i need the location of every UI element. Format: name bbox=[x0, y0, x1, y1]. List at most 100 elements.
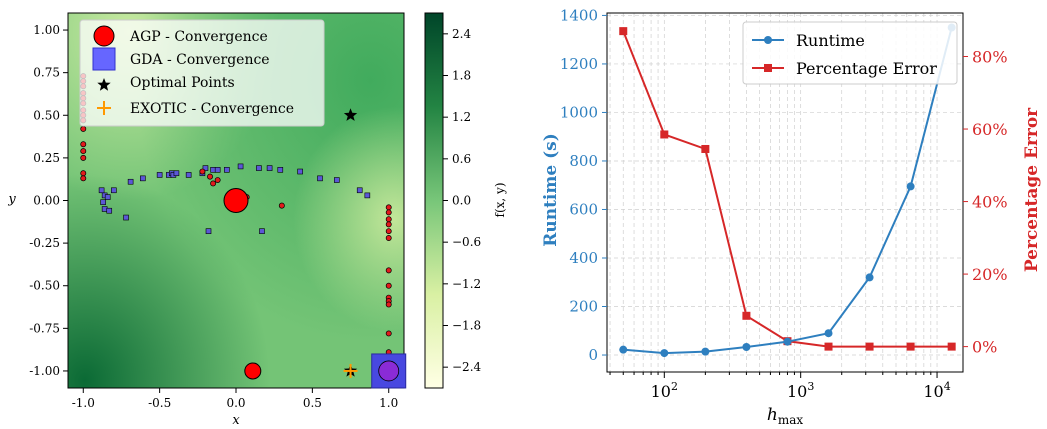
legend-plus-icon bbox=[97, 101, 111, 115]
gda-path-point bbox=[297, 168, 303, 175]
gda-path-point bbox=[277, 167, 284, 173]
gda-path-point bbox=[205, 228, 212, 234]
agp-path-point bbox=[207, 173, 213, 180]
gda-path-point bbox=[98, 187, 105, 194]
runtime-tick-label: 600 bbox=[569, 200, 598, 218]
runtime-axis-label: Runtime (s) bbox=[541, 133, 561, 247]
gda-path-point bbox=[266, 165, 273, 171]
x-tick-label: 1.0 bbox=[379, 396, 398, 410]
colorbar-tick-label: 1.2 bbox=[452, 110, 471, 124]
gda-path-point bbox=[185, 172, 192, 178]
legend-runtime-marker bbox=[764, 36, 772, 44]
y-tick-label: 0.00 bbox=[33, 194, 60, 208]
agp-path-point bbox=[80, 125, 87, 132]
colorbar-tick-label: 0.0 bbox=[452, 194, 471, 208]
runtime-tick-label: 0 bbox=[588, 346, 598, 364]
agp-path-point bbox=[80, 148, 87, 155]
gda-path-point bbox=[101, 206, 108, 212]
legend-star-icon bbox=[97, 78, 111, 91]
colorbar-axis: 2.4 1.8 1.2 0.6 0.0 −0.6 −1.2 −1.8 −2.4 bbox=[443, 27, 482, 374]
error-point bbox=[660, 130, 669, 139]
colorbar-tick-label: −1.8 bbox=[452, 319, 481, 333]
y-tick-label: -0.50 bbox=[29, 279, 60, 293]
right-legend-box bbox=[742, 21, 958, 85]
gda-path-point bbox=[106, 207, 113, 214]
runtime-point bbox=[701, 347, 710, 356]
gda-path-point bbox=[104, 194, 111, 200]
y-tick-label: -0.75 bbox=[29, 321, 60, 335]
hmax-axis-label: hmax bbox=[767, 405, 803, 427]
optimal-point-star bbox=[343, 108, 358, 121]
gda-path-point bbox=[123, 214, 129, 221]
colorbar-tick-label: 1.8 bbox=[452, 69, 471, 83]
x-axis-label: x bbox=[232, 413, 240, 428]
gda-path-point bbox=[127, 178, 134, 185]
error-point bbox=[742, 311, 751, 320]
error-tick-label: 20% bbox=[972, 265, 1008, 284]
legend-gda-marker bbox=[92, 47, 116, 71]
right-axes: 102 103 104 0 200 400 600 800 1000 1200 1400 0% 20% 4… bbox=[560, 6, 1008, 401]
error-tick-label: 40% bbox=[972, 193, 1008, 212]
x-tick-label: 0.0 bbox=[226, 396, 245, 410]
y-tick-label: 1.00 bbox=[33, 23, 60, 37]
gda-path-point bbox=[210, 167, 216, 173]
error-point bbox=[619, 27, 628, 36]
runtime-tick-label: 1200 bbox=[560, 55, 598, 73]
legend-optimal-label: Optimal Points bbox=[130, 75, 235, 91]
legend-error-marker bbox=[764, 64, 772, 72]
runtime-tick-label: 400 bbox=[569, 249, 598, 267]
colorbar-tick-label: −1.2 bbox=[452, 277, 481, 291]
runtime-point bbox=[783, 337, 792, 346]
runtime-point bbox=[619, 345, 628, 354]
runtime-tick-label: 200 bbox=[569, 298, 598, 316]
error-tick-label: 0% bbox=[972, 338, 997, 357]
x-tick-label: -1.0 bbox=[72, 396, 95, 410]
agp-path-point bbox=[385, 301, 392, 308]
x-tick-label: 0.5 bbox=[303, 396, 322, 410]
legend-error-label: Percentage Error bbox=[796, 59, 937, 78]
gda-path-point bbox=[224, 167, 230, 173]
y-tick-label: -1.00 bbox=[29, 364, 60, 378]
runtime-point bbox=[824, 329, 833, 338]
right-series bbox=[619, 23, 956, 358]
agp-path-point bbox=[210, 180, 217, 187]
gda-path-point bbox=[111, 187, 117, 194]
error-point bbox=[701, 144, 710, 153]
legend-agp-label: AGP - Convergence bbox=[129, 29, 268, 45]
right-legend: Runtime Percentage Error bbox=[742, 21, 958, 85]
runtime-tick-label: 800 bbox=[569, 152, 598, 170]
runtime-tick-label: 1000 bbox=[560, 103, 598, 121]
y-tick-label: -0.25 bbox=[29, 236, 60, 250]
log-x-tick-label: 103 bbox=[787, 380, 814, 401]
agp-path-point bbox=[214, 177, 221, 183]
gda-path-point bbox=[333, 177, 340, 183]
runtime-point bbox=[660, 349, 669, 358]
left-axes: -1.0 -0.5 0.0 0.5 1.0 1.00 0.75 0.50 0.25 0.00 -0.… bbox=[7, 23, 398, 428]
gda-path-point bbox=[237, 163, 244, 170]
colorbar bbox=[424, 12, 444, 389]
colorbar-tick-label: 0.6 bbox=[452, 152, 471, 166]
error-point bbox=[947, 342, 956, 351]
agp-path-point bbox=[80, 141, 87, 148]
runtime-tick-label: 1400 bbox=[560, 6, 598, 24]
gda-path-point bbox=[259, 228, 265, 234]
runtime-point bbox=[742, 343, 751, 352]
log-x-tick-label: 104 bbox=[923, 380, 950, 401]
error-point bbox=[824, 342, 833, 351]
y-tick-label: 0.50 bbox=[33, 108, 60, 122]
agp-path-point bbox=[385, 209, 392, 216]
y-axis-label: y bbox=[7, 192, 16, 207]
agp-path-point bbox=[385, 282, 392, 289]
gda-path-point bbox=[202, 165, 209, 171]
legend-exotic-label: EXOTIC - Convergence bbox=[130, 101, 294, 117]
agp-path-point bbox=[385, 204, 392, 211]
legend-gda-label: GDA - Convergence bbox=[130, 52, 270, 68]
agp-path-point bbox=[385, 228, 392, 235]
colorbar-tick-label: 2.4 bbox=[452, 27, 471, 41]
colorbar-tick-label: −0.6 bbox=[452, 235, 481, 249]
error-tick-label: 80% bbox=[972, 48, 1008, 67]
agp-path-point bbox=[80, 170, 87, 177]
error-tick-label: 60% bbox=[972, 120, 1008, 139]
agp-path-point bbox=[199, 168, 206, 175]
